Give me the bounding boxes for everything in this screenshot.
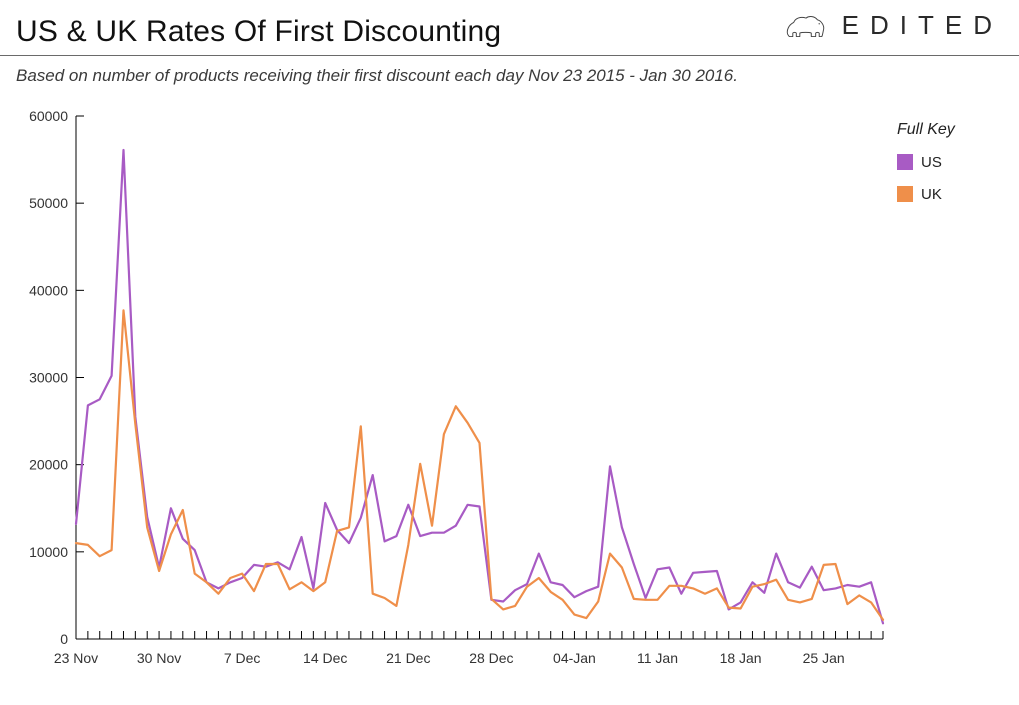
x-tick-label: 21 Dec [386, 650, 430, 666]
brand-block: EDITED [784, 10, 1003, 45]
x-tick-label: 28 Dec [469, 650, 513, 666]
line-chart: 0 10000 20000 30000 40000 50000 60000 23 Nov 30 … [16, 100, 1003, 689]
x-tick-label: 18 Jan [720, 650, 762, 666]
chart-area: 0 10000 20000 30000 40000 50000 60000 23 Nov 30 … [16, 100, 1003, 689]
y-tick-label: 20000 [29, 457, 68, 473]
page-title: US & UK Rates Of First Discounting [16, 15, 501, 49]
x-tick-label: 30 Nov [137, 650, 181, 666]
y-tick-label: 30000 [29, 370, 68, 386]
legend-swatch [897, 154, 913, 170]
x-tick-label: 14 Dec [303, 650, 347, 666]
brand-text: EDITED [842, 10, 1003, 41]
x-tick-label: 23 Nov [54, 650, 98, 666]
x-tick-label: 11 Jan [637, 650, 678, 666]
x-tick-label: 04-Jan [553, 650, 596, 666]
legend-label: UK [921, 186, 942, 203]
y-tick-label: 10000 [29, 544, 68, 560]
header: US & UK Rates Of First Discounting EDITE… [0, 0, 1019, 56]
y-tick-label: 50000 [29, 195, 68, 211]
y-tick-label: 40000 [29, 282, 68, 298]
bear-icon [784, 11, 828, 41]
y-tick-label: 0 [60, 631, 68, 647]
legend-label: US [921, 154, 942, 171]
y-tick-label: 60000 [29, 108, 68, 124]
series-us [76, 150, 883, 623]
x-tick-label: 7 Dec [224, 650, 261, 666]
subtitle: Based on number of products receiving th… [0, 56, 1019, 86]
x-tick-label: 25 Jan [803, 650, 845, 666]
legend-title: Full Key [897, 121, 956, 138]
series-uk [76, 310, 883, 619]
legend-swatch [897, 186, 913, 202]
